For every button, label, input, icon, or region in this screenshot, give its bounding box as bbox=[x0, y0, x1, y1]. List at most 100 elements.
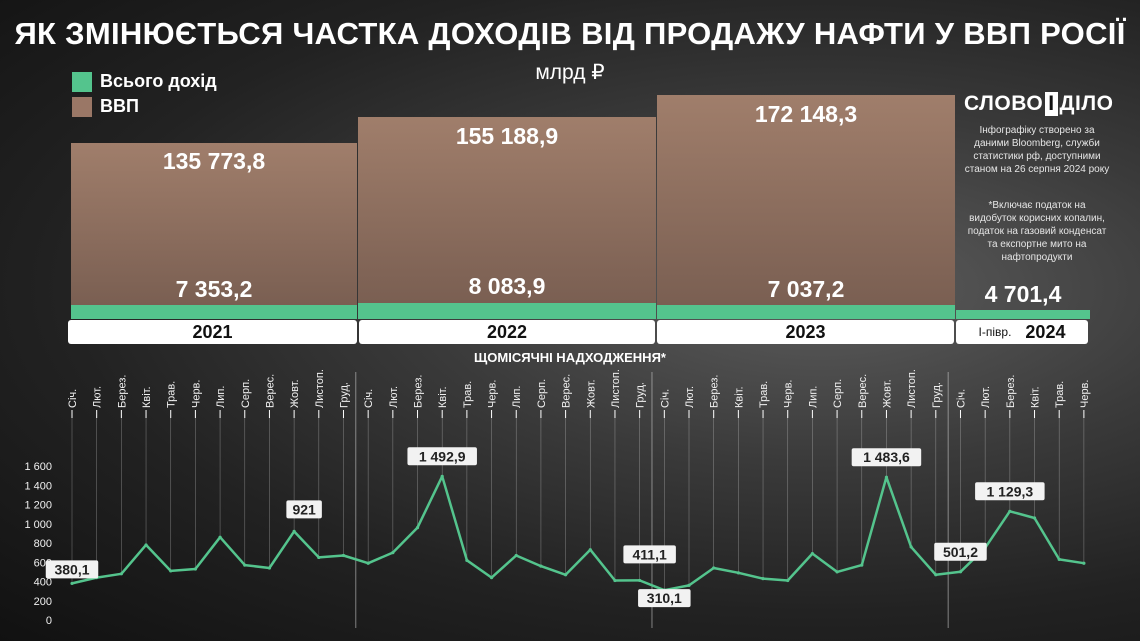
month-label: Січ. bbox=[67, 389, 79, 408]
revenue-value-2021: 7 353,2 bbox=[175, 276, 253, 302]
y-tick-label: 400 bbox=[34, 577, 52, 589]
data-label-box bbox=[286, 500, 322, 519]
month-label: Січ. bbox=[659, 389, 671, 408]
data-label: 501,2 bbox=[943, 544, 978, 560]
year-text: 2024 bbox=[1025, 321, 1066, 342]
gdp-bar-2022 bbox=[358, 117, 656, 303]
year-label-2024: I-півр. 2024 bbox=[956, 320, 1088, 344]
data-point bbox=[70, 581, 74, 586]
month-label: Лют. bbox=[388, 386, 400, 408]
year-label-2021: 2021 bbox=[68, 320, 357, 344]
month-label: Жовт. bbox=[881, 379, 893, 408]
data-label-box bbox=[975, 482, 1045, 501]
logo: СЛОВО І ДІЛО bbox=[964, 92, 1113, 116]
data-point bbox=[144, 543, 148, 547]
data-point bbox=[1082, 561, 1086, 565]
data-point bbox=[440, 474, 444, 478]
month-label: Берез. bbox=[709, 375, 721, 408]
data-point bbox=[489, 576, 494, 580]
month-label: Серп. bbox=[536, 379, 548, 408]
month-label: Трав. bbox=[166, 381, 178, 408]
y-tick-label: 1 000 bbox=[24, 519, 52, 531]
legend-gdp-label: ВВП bbox=[100, 96, 139, 116]
gdp-value-2021: 135 773,8 bbox=[162, 148, 266, 174]
month-label: Серп. bbox=[240, 379, 252, 408]
month-label: Груд. bbox=[635, 382, 647, 408]
data-point bbox=[267, 566, 272, 570]
data-point bbox=[884, 475, 889, 479]
logo-word-1: СЛОВО bbox=[964, 92, 1044, 115]
month-label: Листоп. bbox=[906, 369, 918, 408]
data-point bbox=[1057, 557, 1061, 561]
data-point bbox=[736, 571, 740, 575]
data-point bbox=[835, 570, 839, 574]
data-label-box bbox=[851, 448, 922, 467]
month-label: Січ. bbox=[363, 389, 375, 408]
month-label: Квіт. bbox=[1030, 386, 1042, 408]
data-point bbox=[860, 563, 864, 567]
month-label: Квіт. bbox=[141, 386, 153, 408]
footnote: *Включає податок на видобуток корисних к… bbox=[967, 200, 1107, 263]
month-label: Лют. bbox=[92, 386, 104, 408]
data-label-box bbox=[638, 589, 691, 608]
month-label: Квіт. bbox=[733, 386, 745, 408]
gdp-value-2022: 155 188,9 bbox=[455, 123, 559, 149]
data-label-box bbox=[623, 545, 676, 564]
y-tick-label: 1 400 bbox=[24, 480, 52, 492]
data-label: 1 492,9 bbox=[419, 448, 466, 464]
revenue-line bbox=[71, 475, 1085, 592]
data-point bbox=[292, 529, 296, 533]
data-point bbox=[909, 545, 913, 549]
data-point bbox=[169, 569, 173, 573]
data-point bbox=[539, 564, 543, 568]
data-point bbox=[415, 526, 420, 530]
gdp-value-2023: 172 148,3 bbox=[754, 101, 858, 127]
month-label: Черв. bbox=[487, 380, 499, 408]
month-label: Груд. bbox=[931, 382, 943, 408]
month-label: Верес. bbox=[561, 374, 573, 408]
revenue-value-2023: 7 037,2 bbox=[767, 276, 845, 302]
page-title: ЯК ЗМІНЮЄТЬСЯ ЧАСТКА ДОХОДІВ ВІД ПРОДАЖУ… bbox=[14, 16, 1126, 51]
year-label-2022: 2022 bbox=[359, 320, 655, 344]
month-label: Берез. bbox=[413, 375, 425, 408]
y-tick-label: 800 bbox=[34, 538, 52, 550]
month-label: Берез. bbox=[1005, 375, 1017, 408]
data-point bbox=[613, 578, 617, 583]
gdp-bar-2023 bbox=[657, 95, 955, 305]
data-label: 921 bbox=[292, 501, 316, 517]
gdp-bar-2021 bbox=[71, 143, 357, 305]
month-label: Листоп. bbox=[314, 369, 326, 408]
data-point bbox=[366, 561, 370, 565]
y-tick-label: 1 600 bbox=[24, 461, 52, 473]
data-label: 1 129,3 bbox=[986, 483, 1033, 499]
data-label: 310,1 bbox=[647, 590, 682, 606]
month-label: Трав. bbox=[1054, 381, 1066, 408]
data-point bbox=[712, 566, 716, 570]
data-point bbox=[934, 573, 938, 577]
revenue-bar-2021 bbox=[71, 305, 357, 319]
data-point bbox=[341, 553, 346, 558]
data-label-box bbox=[45, 560, 99, 579]
source-note: Інфографіку створено за даними Bloomberg… bbox=[964, 125, 1110, 175]
y-tick-label: 0 bbox=[46, 615, 52, 627]
data-label: 1 483,6 bbox=[863, 449, 910, 465]
data-point bbox=[1008, 509, 1012, 513]
data-point bbox=[786, 578, 790, 583]
data-point bbox=[810, 551, 815, 556]
month-label: Трав. bbox=[462, 381, 474, 408]
revenue-value-2024: 4 701,4 bbox=[984, 281, 1062, 307]
month-label: Квіт. bbox=[437, 386, 449, 408]
y-tick-label: 1 200 bbox=[24, 500, 52, 512]
month-label: Лип. bbox=[511, 386, 523, 408]
legend-gdp-swatch bbox=[72, 96, 92, 117]
month-label: Груд. bbox=[338, 382, 350, 408]
legend-revenue-label: Всього дохід bbox=[100, 71, 217, 91]
data-point bbox=[761, 577, 765, 581]
legend-revenue-swatch bbox=[72, 71, 92, 92]
year-text: 2022 bbox=[486, 321, 528, 342]
data-point bbox=[193, 567, 197, 571]
data-point bbox=[1032, 516, 1037, 520]
data-point bbox=[465, 558, 469, 562]
